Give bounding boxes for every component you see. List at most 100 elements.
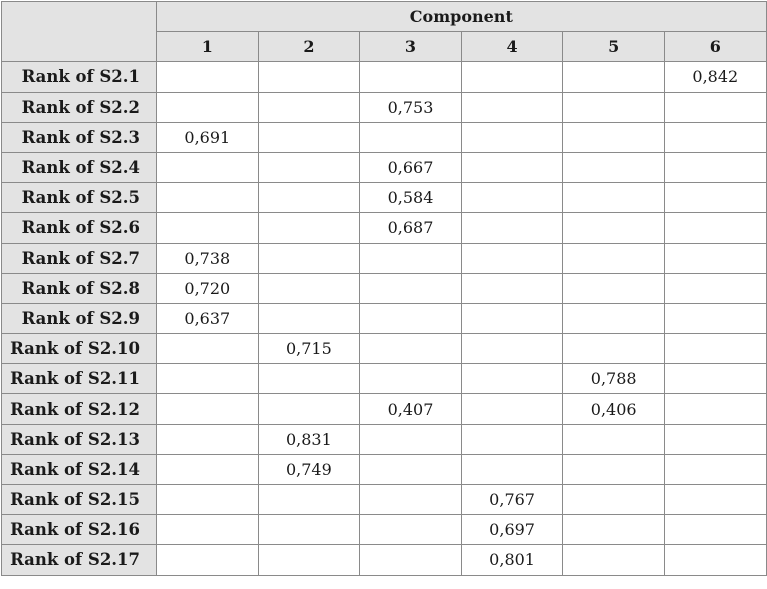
loading-value-cell	[257, 91, 361, 123]
loading-value-cell	[562, 242, 665, 274]
table-row: Rank of S2.13 0,831	[1, 423, 767, 455]
table-row: Rank of S2.1 0,842	[1, 61, 767, 93]
table-row: Rank of S2.2 0,753	[1, 91, 767, 123]
loading-value-cell	[562, 544, 665, 576]
row-label: Rank of S2.6	[1, 212, 157, 244]
table-row: Rank of S2.6 0,687	[1, 212, 767, 244]
loading-value-cell	[460, 453, 564, 486]
component-matrix-table: Component 1 2 3 4 5 6 Rank of S2.1 0,842 R…	[1, 0, 767, 576]
loading-value-cell	[460, 212, 564, 244]
header-row-group: Component	[1, 0, 767, 63]
loading-value-cell	[562, 151, 665, 184]
loading-value-cell: 0,738	[156, 242, 259, 274]
loading-value-cell	[359, 242, 462, 274]
loading-value-cell	[156, 453, 259, 486]
loading-value-cell	[156, 544, 259, 576]
loading-value-cell	[460, 393, 564, 425]
row-label: Rank of S2.15	[1, 483, 157, 516]
table-row: Rank of S2.15 0,767	[1, 483, 767, 516]
loading-value-cell	[359, 272, 462, 304]
table-row: Rank of S2.10 0,715	[1, 333, 767, 365]
loading-value-cell	[663, 212, 767, 244]
loading-value-cell	[460, 91, 564, 123]
loading-value-cell	[562, 272, 665, 304]
row-label: Rank of S2.9	[1, 302, 157, 335]
loading-value-cell	[663, 483, 767, 516]
loading-value-cell	[156, 61, 259, 93]
loading-value-cell: 0,715	[257, 333, 361, 365]
loading-value-cell: 0,753	[359, 91, 462, 123]
loading-value-cell	[460, 302, 564, 335]
loading-value-cell: 0,407	[359, 393, 462, 425]
table-header: Component 1 2 3 4 5 6	[1, 0, 767, 63]
loading-value-cell: 0,749	[257, 453, 361, 486]
row-label: Rank of S2.8	[1, 272, 157, 304]
component-group-header: Component	[156, 0, 767, 33]
loading-value-cell	[562, 453, 665, 486]
loading-value-cell	[257, 151, 361, 184]
loading-value-cell	[562, 91, 665, 123]
loading-value-cell	[562, 121, 665, 153]
row-label: Rank of S2.1	[1, 61, 157, 93]
loading-value-cell	[663, 423, 767, 455]
loading-value-cell	[663, 393, 767, 425]
loading-value-cell	[156, 423, 259, 455]
loading-value-cell	[156, 514, 259, 546]
loading-value-cell	[257, 121, 361, 153]
row-label: Rank of S2.4	[1, 151, 157, 184]
loading-value-cell	[562, 182, 665, 214]
loading-value-cell	[663, 151, 767, 184]
loading-value-cell	[257, 483, 361, 516]
loading-value-cell	[663, 91, 767, 123]
table-row: Rank of S2.9 0,637	[1, 302, 767, 335]
table-row: Rank of S2.8 0,720	[1, 272, 767, 304]
row-label: Rank of S2.11	[1, 363, 157, 395]
column-header: 5	[562, 31, 665, 63]
loading-value-cell	[359, 302, 462, 335]
loading-value-cell	[663, 363, 767, 395]
loading-value-cell	[257, 544, 361, 576]
loading-value-cell	[663, 544, 767, 576]
loading-value-cell	[257, 363, 361, 395]
loading-value-cell: 0,584	[359, 182, 462, 214]
loading-value-cell	[460, 423, 564, 455]
column-header: 6	[663, 31, 767, 63]
table-row: Rank of S2.3 0,691	[1, 121, 767, 153]
loading-value-cell	[156, 182, 259, 214]
loading-value-cell	[663, 121, 767, 153]
loading-value-cell	[257, 514, 361, 546]
loading-value-cell	[663, 333, 767, 365]
table-row: Rank of S2.5 0,584	[1, 182, 767, 214]
loading-value-cell	[663, 272, 767, 304]
loading-value-cell: 0,697	[460, 514, 564, 546]
loading-value-cell	[257, 61, 361, 93]
loading-value-cell	[156, 393, 259, 425]
loading-value-cell: 0,691	[156, 121, 259, 153]
loading-value-cell	[663, 302, 767, 335]
table-row: Rank of S2.11 0,788	[1, 363, 767, 395]
loading-value-cell	[257, 302, 361, 335]
row-label: Rank of S2.14	[1, 453, 157, 486]
row-label: Rank of S2.10	[1, 333, 157, 365]
loading-value-cell	[359, 423, 462, 455]
loading-value-cell	[257, 212, 361, 244]
table-row: Rank of S2.17 0,801	[1, 544, 767, 576]
table-row: Rank of S2.16 0,697	[1, 514, 767, 546]
row-label: Rank of S2.12	[1, 393, 157, 425]
loading-value-cell	[156, 151, 259, 184]
loading-value-cell: 0,720	[156, 272, 259, 304]
loading-value-cell: 0,667	[359, 151, 462, 184]
loading-value-cell	[663, 242, 767, 274]
loading-value-cell: 0,637	[156, 302, 259, 335]
column-header: 4	[460, 31, 564, 63]
loading-value-cell	[562, 514, 665, 546]
row-label: Rank of S2.5	[1, 182, 157, 214]
loading-value-cell	[156, 333, 259, 365]
loading-value-cell	[460, 121, 564, 153]
loading-value-cell: 0,767	[460, 483, 564, 516]
loading-value-cell	[359, 363, 462, 395]
loading-value-cell	[663, 453, 767, 486]
table-row: Rank of S2.12 0,407 0,406	[1, 393, 767, 425]
loading-value-cell: 0,687	[359, 212, 462, 244]
loading-value-cell	[562, 333, 665, 365]
